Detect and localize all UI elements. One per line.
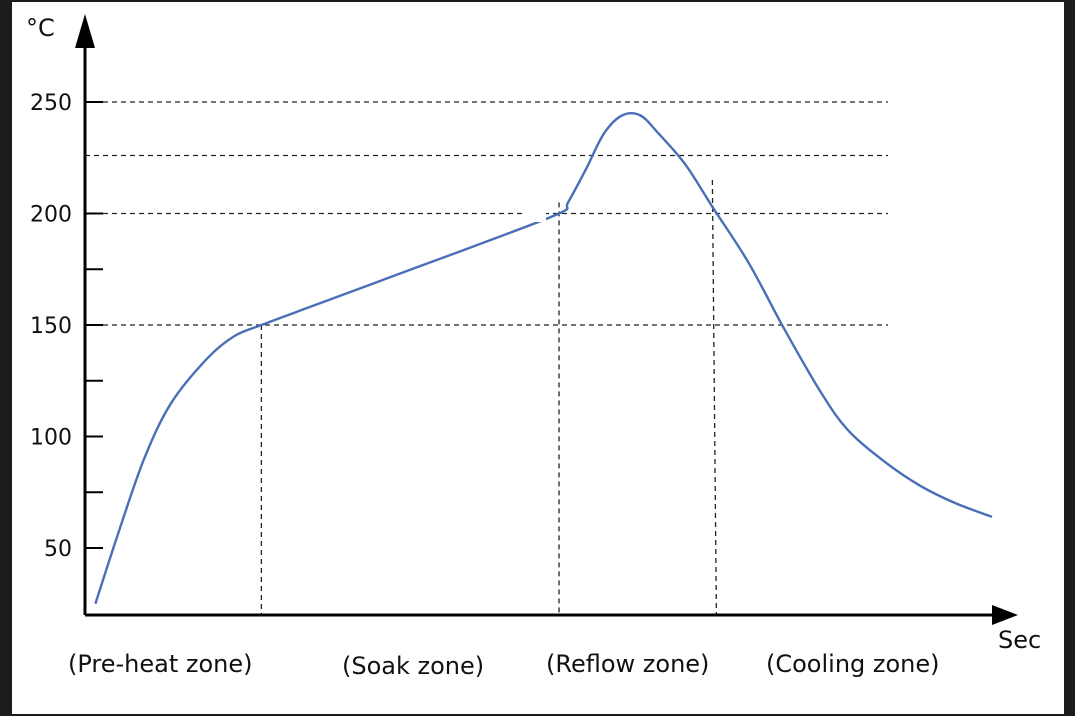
y-axis-label: °C [26, 14, 55, 42]
temperature-curve [94, 111, 993, 605]
y-tick-label: 250 [30, 91, 72, 116]
y-axis-arrow-icon [75, 14, 95, 48]
marker-box [522, 198, 546, 222]
zone-label: (Soak zone) [342, 652, 484, 680]
x-axis-label: Sec [998, 626, 1041, 654]
y-tick-label: 200 [30, 203, 72, 228]
zone-label: (Pre-heat zone) [68, 650, 253, 678]
y-tick-label: 150 [30, 314, 72, 339]
reflow-profile-chart: 250 200 150 100 50 °C Sec (Pre-heat zone) (Soak … [26, 14, 1041, 680]
y-tick-label: 100 [30, 426, 72, 451]
zone-label: (Reflow zone) [546, 650, 709, 678]
zone-label: (Cooling zone) [766, 650, 940, 678]
x-axis-arrow-icon [992, 605, 1018, 625]
y-tick-label: 50 [44, 537, 72, 562]
zone-boundary-line [711, 180, 718, 616]
chart-frame: 250 200 150 100 50 °C Sec (Pre-heat zone) (Soak … [12, 2, 1064, 714]
